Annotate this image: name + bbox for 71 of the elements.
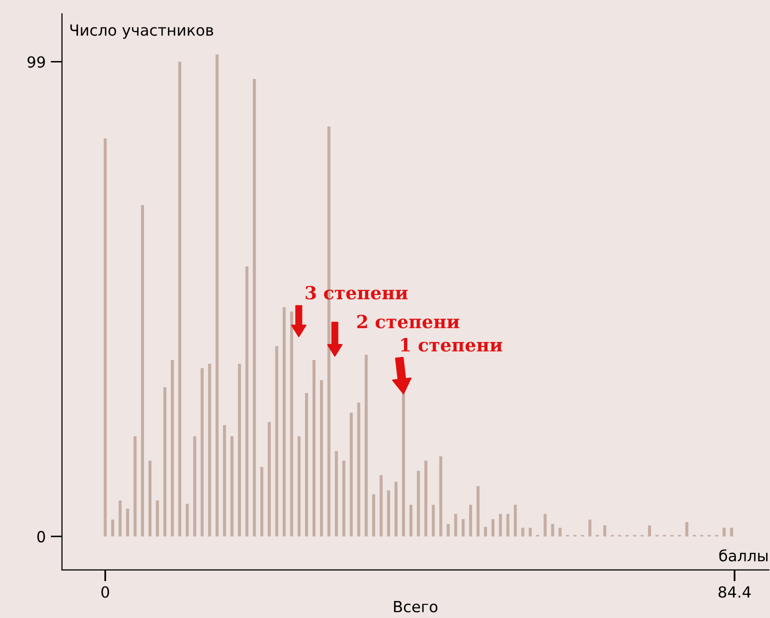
- bar: [148, 460, 152, 536]
- bar: [193, 436, 196, 536]
- bar: [178, 62, 182, 536]
- bar: [230, 436, 234, 536]
- annotation: 3 степени: [306, 286, 408, 300]
- bar: [104, 138, 107, 536]
- bar: [260, 466, 264, 536]
- y-axis-title: Число участников: [70, 24, 214, 39]
- bar: [163, 387, 166, 536]
- bar: [342, 460, 346, 536]
- bar: [416, 470, 420, 536]
- bar: [446, 524, 450, 536]
- bar: [118, 500, 122, 536]
- bar: [134, 436, 137, 536]
- bar: [491, 519, 494, 536]
- bar: [469, 504, 472, 536]
- bar: [372, 494, 376, 536]
- bar: [208, 364, 212, 536]
- bar: [380, 475, 383, 536]
- x-tick-label: 84.4: [718, 586, 751, 598]
- bar: [170, 360, 174, 536]
- bar: [551, 524, 554, 536]
- bar: [514, 504, 517, 536]
- bar: [141, 205, 144, 536]
- bar: [364, 354, 368, 536]
- bar: [298, 436, 301, 536]
- bar: [252, 78, 256, 536]
- bar: [648, 525, 652, 536]
- bar: [290, 312, 294, 536]
- bar: [424, 460, 428, 536]
- bar: [245, 266, 248, 536]
- bar: [476, 486, 480, 536]
- x-axis-title: баллы: [719, 549, 768, 562]
- bar: [462, 519, 465, 536]
- bar: [238, 364, 241, 536]
- bar: [454, 514, 458, 536]
- bar: [409, 504, 412, 536]
- bar: [730, 528, 734, 536]
- bar: [544, 514, 547, 536]
- bar: [305, 393, 308, 536]
- bar: [402, 394, 405, 536]
- bar: [350, 412, 353, 536]
- bar: [722, 528, 726, 536]
- bar: [498, 514, 502, 536]
- y-tick-label: 99: [28, 56, 45, 68]
- bar: [685, 522, 688, 536]
- bar: [603, 525, 606, 536]
- bar: [521, 528, 524, 536]
- bar: [275, 346, 278, 536]
- bar: [484, 526, 487, 536]
- annotation: 2 степени: [357, 314, 460, 328]
- text: Всего: [394, 601, 438, 612]
- bar: [126, 508, 130, 536]
- bar: [111, 520, 114, 536]
- bar: [268, 422, 271, 536]
- bar: [200, 368, 204, 536]
- bar: [439, 456, 442, 536]
- bar: [216, 54, 219, 536]
- bar: [558, 528, 562, 536]
- bar: [156, 500, 159, 536]
- bar: [282, 307, 286, 536]
- bar: [506, 514, 510, 536]
- bar: [387, 490, 390, 536]
- annotation: 1 степени: [401, 338, 502, 352]
- bar: [320, 380, 323, 536]
- bar: [312, 360, 316, 536]
- bar: [394, 482, 398, 536]
- bar: [223, 425, 226, 536]
- bar: [334, 451, 338, 536]
- bar: [432, 504, 435, 536]
- bar: [588, 520, 592, 536]
